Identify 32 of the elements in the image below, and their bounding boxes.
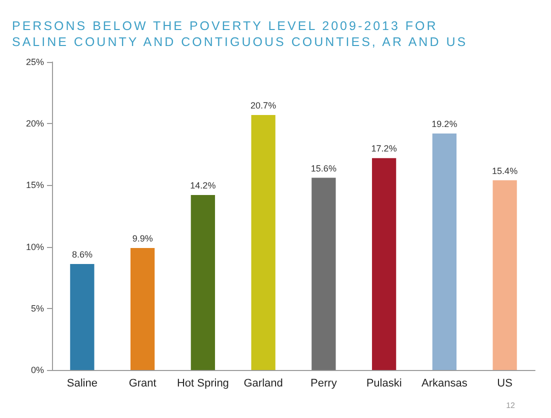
data-label: 20.7%	[250, 100, 276, 110]
y-tick-label: 0%	[30, 365, 44, 375]
y-tick-label: 15%	[26, 180, 44, 190]
y-tick-label: 25%	[26, 57, 44, 67]
data-label: 17.2%	[371, 144, 397, 154]
x-tick-label: Saline	[66, 378, 98, 390]
x-tick-label: US	[497, 378, 512, 390]
bar	[432, 133, 457, 370]
data-label: 14.2%	[190, 180, 216, 191]
y-tick-label: 10%	[26, 242, 44, 252]
x-tick-label: Grant	[128, 378, 156, 390]
bar	[130, 248, 155, 370]
data-label: 19.2%	[432, 118, 458, 129]
x-tick-label: Pulaski	[366, 378, 402, 390]
bar	[492, 180, 517, 370]
y-tick-label: 20%	[26, 118, 44, 129]
bar	[312, 178, 336, 370]
data-label: 15.4%	[492, 166, 518, 176]
bar	[190, 195, 216, 370]
x-tick-label: Hot Spring	[176, 378, 229, 390]
text: 12	[506, 401, 515, 410]
data-label: 8.6%	[72, 250, 92, 260]
data-label: 15.6%	[310, 163, 336, 174]
x-tick-label: Perry	[310, 378, 338, 390]
data-label: 9.9%	[132, 234, 153, 244]
bar	[70, 264, 94, 370]
y-tick-label: 5%	[30, 303, 44, 314]
x-tick-label: Arkansas	[422, 378, 468, 390]
x-tick-label: Garland	[244, 378, 283, 390]
chart-title: PERSONS BELOW THE POVERTY LEVEL 2009-2013 FOR SALINE COUNTY AND CONTIGUOUS COUNTIES, AR AND US	[12, 18, 469, 50]
bar	[372, 158, 396, 370]
bar	[251, 114, 276, 370]
